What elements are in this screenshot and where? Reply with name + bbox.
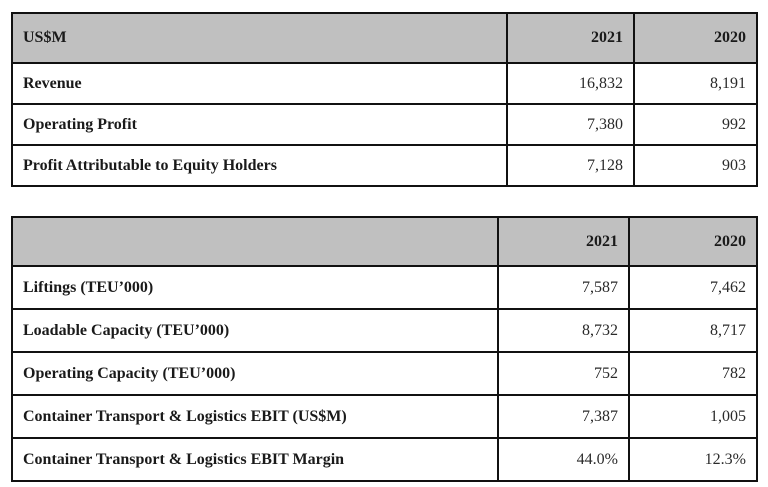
value-2020: 12.3% (628, 437, 758, 482)
row-label: Liftings (TEU’000) (11, 265, 499, 310)
row-label: Operating Capacity (TEU’000) (11, 351, 499, 396)
row-label: Container Transport & Logistics EBIT (US… (11, 394, 499, 439)
table-row-ctl-ebit: Container Transport & Logistics EBIT (US… (11, 394, 758, 439)
value-2021: 16,832 (506, 62, 635, 105)
header-2021: 2021 (506, 12, 635, 64)
table-row-loadable-capacity: Loadable Capacity (TEU’000) 8,732 8,717 (11, 308, 758, 353)
table-row-ctl-ebit-margin: Container Transport & Logistics EBIT Mar… (11, 437, 758, 482)
header-2021: 2021 (497, 216, 630, 267)
value-2021: 8,732 (497, 308, 630, 353)
header-empty (11, 216, 499, 267)
value-2020: 992 (633, 103, 758, 146)
operations-summary-table: 2021 2020 Liftings (TEU’000) 7,587 7,462… (11, 216, 758, 482)
value-2020: 8,191 (633, 62, 758, 105)
table-header-row: US$M 2021 2020 (11, 12, 758, 64)
table-row-liftings: Liftings (TEU’000) 7,587 7,462 (11, 265, 758, 310)
table-header-row: 2021 2020 (11, 216, 758, 267)
value-2020: 782 (628, 351, 758, 396)
value-2021: 752 (497, 351, 630, 396)
table-row-operating-capacity: Operating Capacity (TEU’000) 752 782 (11, 351, 758, 396)
value-2021: 44.0% (497, 437, 630, 482)
value-2021: 7,380 (506, 103, 635, 146)
row-label: Revenue (11, 62, 508, 105)
header-unit: US$M (11, 12, 508, 64)
value-2021: 7,387 (497, 394, 630, 439)
row-label: Profit Attributable to Equity Holders (11, 144, 508, 187)
value-2020: 903 (633, 144, 758, 187)
header-2020: 2020 (628, 216, 758, 267)
header-2020: 2020 (633, 12, 758, 64)
row-label: Container Transport & Logistics EBIT Mar… (11, 437, 499, 482)
row-label: Loadable Capacity (TEU’000) (11, 308, 499, 353)
value-2020: 8,717 (628, 308, 758, 353)
table-row-profit-attributable: Profit Attributable to Equity Holders 7,… (11, 144, 758, 187)
table-row-revenue: Revenue 16,832 8,191 (11, 62, 758, 105)
value-2021: 7,587 (497, 265, 630, 310)
table-row-operating-profit: Operating Profit 7,380 992 (11, 103, 758, 146)
value-2020: 1,005 (628, 394, 758, 439)
row-label: Operating Profit (11, 103, 508, 146)
financial-summary-table: US$M 2021 2020 Revenue 16,832 8,191 Oper… (11, 12, 758, 187)
value-2021: 7,128 (506, 144, 635, 187)
value-2020: 7,462 (628, 265, 758, 310)
